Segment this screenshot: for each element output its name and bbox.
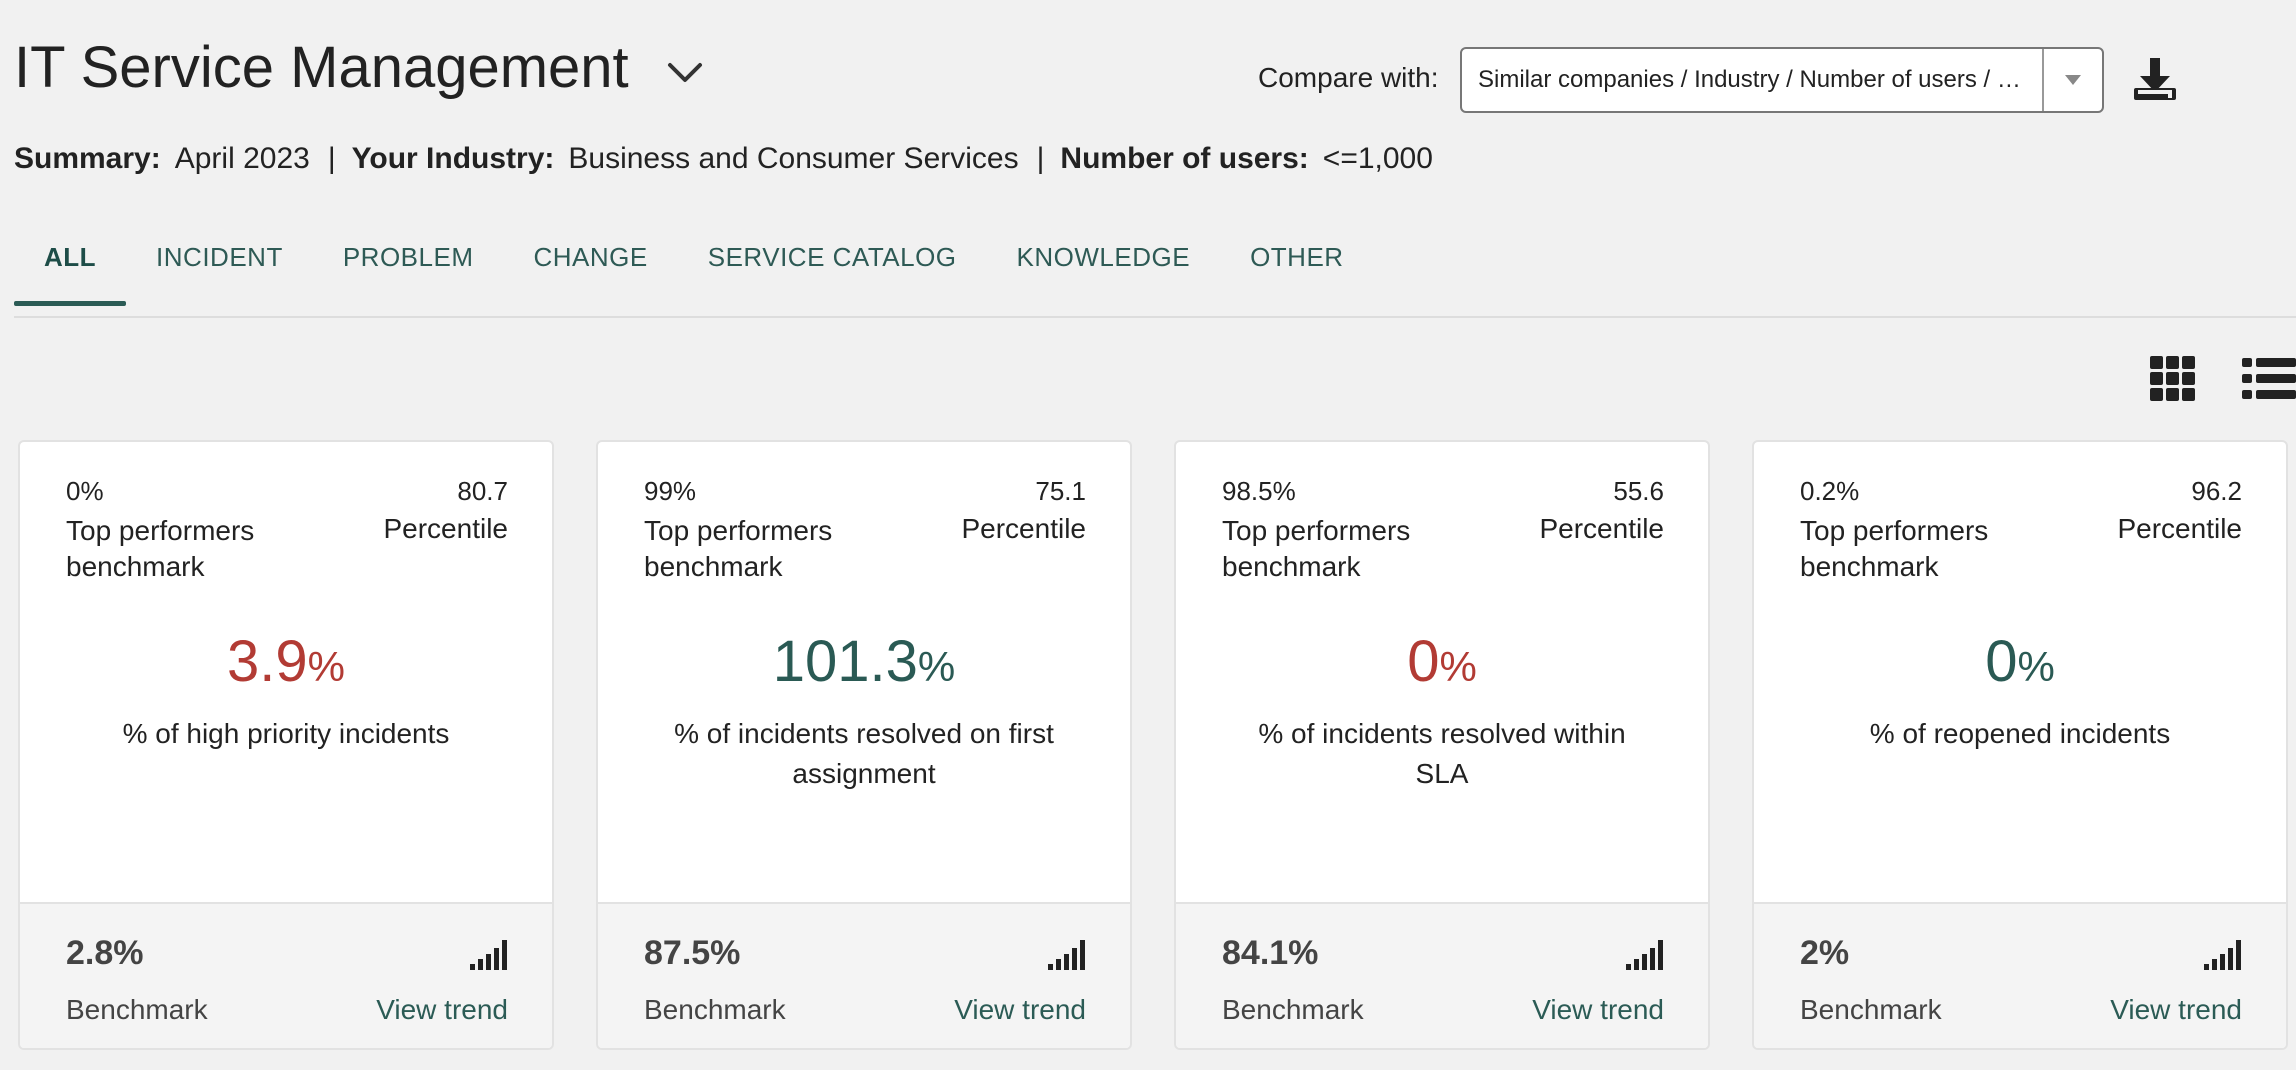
metric-unit: % (307, 643, 345, 690)
view-trend-link[interactable]: View trend (2110, 994, 2242, 1025)
card-footer: 2.8% Benchmark View trend (20, 902, 552, 1048)
tab-knowledge[interactable]: KNOWLEDGE (1016, 242, 1191, 272)
benchmark-value: 2.8% (66, 934, 144, 972)
percentile: 96.2 Percentile (2117, 476, 2242, 585)
download-icon[interactable] (2130, 54, 2180, 104)
tab-bar: ALL INCIDENT PROBLEM CHANGE SERVICE CATA… (14, 226, 1374, 306)
view-trend-link[interactable]: View trend (1532, 994, 1664, 1025)
top-performers: 0.2% Top performers benchmark (1800, 476, 1988, 585)
signal-bars-icon (470, 940, 507, 970)
card-top: 0% Top performers benchmark 80.7 Percenti… (66, 476, 508, 585)
signal-bars-icon (2204, 940, 2241, 970)
industry-key: Your Industry: (351, 142, 555, 175)
top-performers-label: Top performers benchmark (644, 515, 833, 582)
separator: | (327, 142, 336, 175)
users-value: <=1,000 (1322, 142, 1433, 175)
benchmark-label: Benchmark (66, 994, 208, 1025)
percentile: 75.1 Percentile (961, 476, 1086, 585)
metric-cards: 0% Top performers benchmark 80.7 Percenti… (18, 440, 2288, 1050)
list-view-icon[interactable] (2242, 356, 2296, 402)
benchmark-value: 2% (1800, 934, 1850, 972)
benchmark-label: Benchmark (1222, 994, 1364, 1025)
tab-incident[interactable]: INCIDENT (156, 242, 283, 272)
signal-bars-icon (1626, 940, 1663, 970)
chevron-down-icon[interactable] (665, 53, 705, 93)
metric-description: % of reopened incidents (1869, 718, 2171, 749)
caret-down-icon[interactable] (2042, 49, 2102, 111)
main-metric: 0% (1754, 628, 2286, 695)
tab-problem[interactable]: PROBLEM (342, 242, 474, 272)
percentile-value: 96.2 (2191, 476, 2242, 506)
tab-all[interactable]: ALL (14, 226, 127, 306)
card-top: 98.5% Top performers benchmark 55.6 Perce… (1222, 476, 1664, 585)
metric-card[interactable]: 0% Top performers benchmark 80.7 Percenti… (18, 440, 554, 1050)
card-footer: 84.1% Benchmark View trend (1176, 902, 1708, 1048)
metric-card[interactable]: 0.2% Top performers benchmark 96.2 Percen… (1752, 440, 2288, 1050)
card-footer: 2% Benchmark View trend (1754, 902, 2286, 1048)
summary-value: April 2023 (174, 142, 310, 175)
top-performers-value: 0% (66, 476, 104, 506)
benchmark-value: 87.5% (644, 934, 741, 972)
card-top: 99% Top performers benchmark 75.1 Percent… (644, 476, 1086, 585)
top-performers-value: 98.5% (1222, 476, 1296, 506)
card-footer: 87.5% Benchmark View trend (598, 902, 1130, 1048)
percentile: 55.6 Percentile (1539, 476, 1664, 585)
percentile-label: Percentile (961, 513, 1086, 544)
metric-card[interactable]: 99% Top performers benchmark 75.1 Percent… (596, 440, 1132, 1050)
percentile-value: 75.1 (1035, 476, 1086, 506)
card-top: 0.2% Top performers benchmark 96.2 Percen… (1800, 476, 2242, 585)
tab-other[interactable]: OTHER (1250, 242, 1344, 272)
metric-card[interactable]: 98.5% Top performers benchmark 55.6 Perce… (1174, 440, 1710, 1050)
signal-bars-icon (1048, 940, 1085, 970)
benchmark-label: Benchmark (1800, 994, 1942, 1025)
view-trend-link[interactable]: View trend (954, 994, 1086, 1025)
industry-value: Business and Consumer Services (568, 142, 1019, 175)
separator: | (1036, 142, 1045, 175)
top-performers: 98.5% Top performers benchmark (1222, 476, 1410, 585)
metric-description: % of high priority incidents (122, 718, 450, 749)
metric-unit: % (2017, 643, 2055, 690)
benchmark-value: 84.1% (1222, 934, 1319, 972)
percentile-label: Percentile (1539, 513, 1664, 544)
tab-service-catalog[interactable]: SERVICE CATALOG (707, 242, 957, 272)
compare-select-value: Similar companies / Industry / Number of… (1478, 66, 2021, 93)
main-metric: 101.3% (598, 628, 1130, 695)
title-row: IT Service Management (14, 34, 705, 101)
metric-value: 0 (1985, 629, 2018, 694)
metric-unit: % (917, 643, 956, 690)
metric-description: % of incidents resolved on first assignm… (674, 718, 1054, 789)
top-performers-label: Top performers benchmark (1222, 515, 1411, 582)
users-key: Number of users: (1060, 142, 1309, 175)
metric-unit: % (1439, 643, 1477, 690)
percentile-value: 55.6 (1613, 476, 1664, 506)
top-performers: 0% Top performers benchmark (66, 476, 254, 585)
percentile-value: 80.7 (457, 476, 508, 506)
top-performers: 99% Top performers benchmark (644, 476, 832, 585)
top-performers-value: 99% (644, 476, 697, 506)
top-performers-value: 0.2% (1800, 476, 1860, 506)
grid-view-icon[interactable] (2150, 356, 2196, 402)
top-performers-label: Top performers benchmark (1800, 515, 1989, 582)
main-metric: 0% (1176, 628, 1708, 695)
compare-select[interactable]: Similar companies / Industry / Number of… (1460, 47, 2104, 113)
percentile: 80.7 Percentile (383, 476, 508, 585)
tab-divider (14, 316, 2296, 318)
summary-row: Summary: April 2023 | Your Industry: Bus… (14, 142, 1433, 176)
compare-label: Compare with: (1258, 62, 1439, 93)
page-title: IT Service Management (14, 35, 629, 100)
tab-change[interactable]: CHANGE (533, 242, 648, 272)
percentile-label: Percentile (383, 513, 508, 544)
summary-key: Summary: (14, 142, 161, 175)
view-trend-link[interactable]: View trend (376, 994, 508, 1025)
main-metric: 3.9% (20, 628, 552, 695)
metric-value: 0 (1407, 629, 1440, 694)
metric-value: 101.3 (772, 629, 918, 694)
metric-value: 3.9 (227, 629, 308, 694)
top-performers-label: Top performers benchmark (66, 515, 255, 582)
percentile-label: Percentile (2117, 513, 2242, 544)
metric-description: % of incidents resolved within SLA (1258, 718, 1626, 789)
benchmark-label: Benchmark (644, 994, 786, 1025)
